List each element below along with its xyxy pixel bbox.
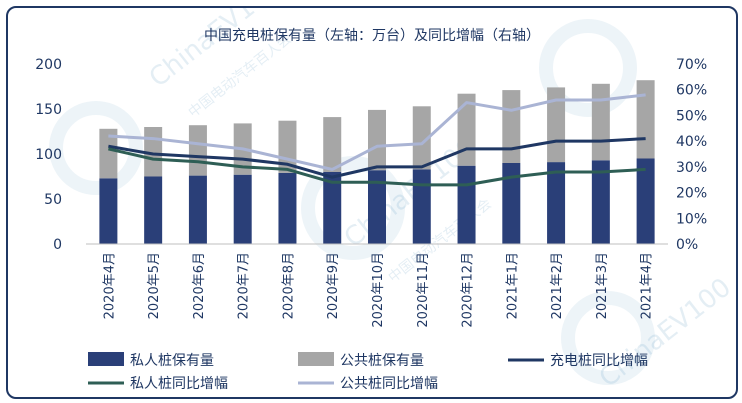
- right-tick-label: 0%: [676, 237, 698, 253]
- x-tick-label: 2020年11月: [416, 252, 431, 328]
- line-public-yoy: [108, 93, 646, 171]
- left-tick-label: 50: [44, 192, 62, 208]
- x-tick-label: 2020年7月: [237, 252, 252, 319]
- bar-private: [502, 163, 521, 244]
- x-tick-label: 2021年3月: [595, 252, 610, 319]
- bar-private: [233, 174, 252, 244]
- chart-title: 中国充电桩保有量（左轴：万台）及同比增幅（右轴）: [204, 27, 540, 44]
- legend-label: 私人桩同比增幅: [130, 375, 228, 392]
- legend-swatch: [298, 352, 334, 366]
- x-tick-label: 2021年4月: [640, 252, 655, 319]
- bar-public: [368, 109, 386, 171]
- x-tick-label: 2020年9月: [326, 252, 341, 319]
- left-tick-label: 100: [35, 147, 62, 163]
- legend-label: 公共桩保有量: [340, 352, 424, 369]
- x-axis: 2020年4月 2020年5月 2020年6月 2020年7月 2020年8月 2020年…: [86, 243, 668, 328]
- x-tick-label: 2020年6月: [192, 252, 207, 319]
- bar-private: [99, 178, 118, 244]
- bar-public: [188, 125, 207, 176]
- left-tick-label: 200: [35, 57, 62, 73]
- bar-public: [502, 90, 521, 163]
- bar-private: [278, 172, 297, 244]
- left-tick-label: 150: [35, 102, 62, 118]
- legend-item: 充电桩同比增幅: [508, 352, 648, 369]
- right-tick-label: 40%: [676, 134, 707, 150]
- chart-svg: ChinaEV100 中国电动汽车百人会 ChinaEV100 中国电动汽车百人…: [35, 8, 736, 394]
- bar-public: [323, 117, 342, 172]
- left-axis: 0 50 100 150 200: [35, 57, 62, 253]
- line-layer: [108, 93, 646, 187]
- x-tick-label: 2020年4月: [102, 252, 117, 319]
- watermark-brand-3: ChinaEV100: [594, 273, 736, 394]
- legend-item: 公共桩同比增幅: [298, 375, 438, 392]
- legend-item: 公共桩保有量: [298, 352, 424, 369]
- bar-private: [547, 162, 566, 244]
- bar-public: [412, 106, 431, 170]
- x-tick-label: 2021年2月: [550, 252, 565, 319]
- bar-private: [188, 175, 207, 244]
- bar-private: [591, 160, 610, 244]
- right-tick-label: 70%: [676, 57, 707, 73]
- bar-private: [323, 172, 342, 244]
- bar-public: [591, 83, 610, 161]
- chart-frame: ChinaEV100 中国电动汽车百人会 ChinaEV100 中国电动汽车百人…: [6, 6, 738, 399]
- bar-public: [636, 80, 655, 159]
- bar-private: [636, 158, 655, 244]
- right-tick-label: 10%: [676, 211, 707, 227]
- right-axis: 0% 10% 20% 30% 40% 50% 60% 70%: [676, 57, 707, 253]
- right-tick-label: 20%: [676, 186, 707, 202]
- legend-label: 私人桩保有量: [130, 352, 214, 369]
- x-tick-label: 2020年12月: [461, 252, 476, 328]
- x-tick-label: 2021年1月: [505, 252, 520, 319]
- bar-private: [144, 176, 163, 244]
- right-tick-label: 60%: [676, 83, 707, 99]
- x-tick-label: 2020年10月: [371, 252, 386, 328]
- bar-private: [412, 169, 431, 244]
- right-tick-label: 50%: [676, 108, 707, 124]
- legend-item: 私人桩同比增幅: [88, 375, 228, 392]
- bar-private: [368, 170, 386, 244]
- bar-public: [99, 128, 118, 179]
- legend-label: 公共桩同比增幅: [340, 375, 438, 392]
- left-tick-label: 0: [53, 237, 62, 253]
- right-tick-label: 30%: [676, 160, 707, 176]
- legend-label: 充电桩同比增幅: [550, 352, 648, 369]
- x-tick-label: 2020年5月: [147, 252, 162, 319]
- bar-private: [457, 165, 476, 244]
- legend-item: 私人桩保有量: [88, 352, 214, 369]
- legend-swatch: [88, 352, 124, 366]
- line-total-yoy: [108, 137, 646, 179]
- x-tick-label: 2020年8月: [281, 252, 296, 319]
- line-private-yoy: [108, 147, 646, 187]
